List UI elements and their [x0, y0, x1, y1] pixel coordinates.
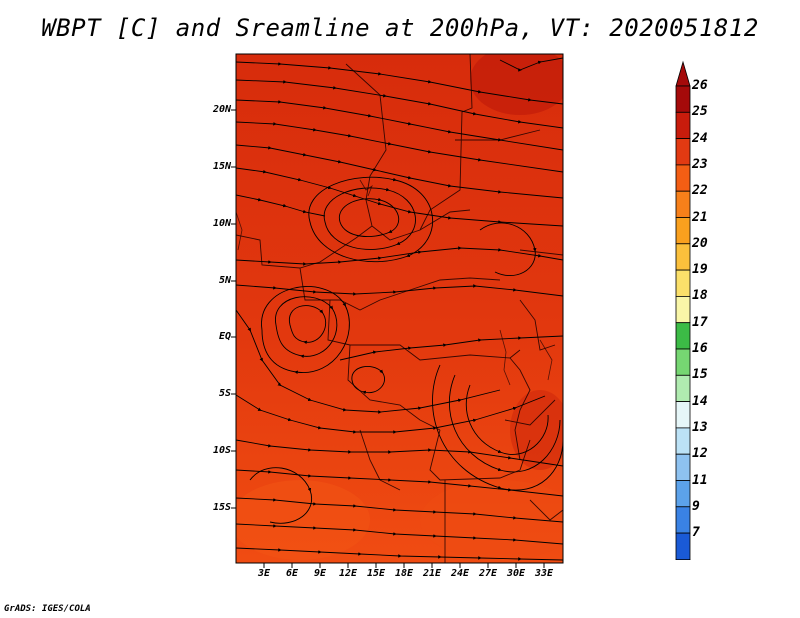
colorbar-swatch	[675, 85, 691, 113]
lat-tick-label: 5S	[218, 388, 231, 399]
colorbar-level-label: 11	[692, 472, 708, 488]
lat-tick-label: 10S	[212, 445, 231, 456]
colorbar-level-label: 19	[692, 262, 708, 278]
colorbar-swatch	[675, 480, 691, 508]
colorbar-swatch	[675, 532, 691, 560]
lon-tick-label: 3E	[257, 568, 271, 579]
colorbar-level-label: 22	[692, 183, 708, 199]
lon-tick-label: 9E	[313, 568, 327, 579]
lon-tick-label: 12E	[338, 568, 358, 579]
colorbar-level-label: 20	[692, 235, 708, 251]
map-title: WBPT [C] and Sreamline at 200hPa, VT: 20…	[41, 14, 759, 42]
colorbar-swatch	[675, 295, 691, 324]
lat-tick-label: 5N	[218, 275, 231, 286]
colorbar-level-label: 12	[692, 446, 708, 462]
lat-tick-label: 20N	[212, 104, 231, 115]
lon-tick-label: 18E	[394, 568, 414, 579]
lon-tick-label: 27E	[478, 568, 498, 579]
colorbar-swatch	[675, 269, 691, 297]
colorbar-level-label: 16	[692, 341, 708, 356]
colorbar-level-label: 9	[692, 498, 700, 514]
colorbar-level-label: 25	[692, 104, 708, 120]
colorbar-swatch	[675, 506, 691, 534]
colorbar-level-label: 24	[692, 130, 708, 146]
colorbar-swatch	[675, 427, 691, 455]
lat-tick-label: 15N	[212, 161, 231, 172]
colorbar-swatch	[675, 111, 691, 139]
colorbar-swatch	[675, 348, 691, 376]
streamlines	[236, 57, 563, 561]
plot-frame	[235, 53, 564, 564]
colorbar-swatch	[675, 453, 691, 481]
lat-tick-label: EQ	[218, 331, 231, 342]
colorbar-top-arrow	[675, 60, 691, 87]
colorbar-bottom-arrow	[675, 559, 691, 560]
colorbar-level-label: 14	[692, 393, 708, 409]
lon-tick-label: 6E	[285, 568, 299, 579]
colorbar-swatch	[675, 190, 691, 218]
colorbar-level-label: 21	[692, 209, 708, 225]
colorbar-level-label: 17	[692, 314, 708, 330]
colorbar-level-label: 18	[692, 288, 708, 304]
colorbar-level-label: 15	[692, 367, 708, 383]
lon-tick-label: 24E	[450, 568, 470, 579]
lat-tick-label: 15S	[212, 502, 231, 513]
colorbar-swatch	[675, 164, 691, 192]
lon-tick-label: 30E	[506, 568, 526, 579]
colorbar-level-label: 26	[692, 78, 708, 93]
colorbar	[675, 60, 691, 560]
lat-tick-label: 10N	[212, 218, 231, 229]
lon-tick-label: 15E	[366, 568, 386, 579]
colorbar-swatch	[675, 243, 691, 271]
grads-credit: GrADS: IGES/COLA	[4, 604, 91, 614]
colorbar-swatch	[675, 401, 691, 429]
lon-tick-label: 21E	[422, 568, 442, 579]
colorbar-level-label: 13	[692, 419, 708, 435]
colorbar-level-label: 7	[692, 525, 700, 541]
colorbar-swatch	[675, 217, 691, 245]
colorbar-level-label: 23	[692, 156, 708, 172]
colorbar-swatch	[675, 322, 691, 350]
colorbar-swatch	[675, 138, 691, 166]
lon-tick-label: 33E	[534, 568, 554, 579]
colorbar-swatch	[675, 374, 691, 402]
